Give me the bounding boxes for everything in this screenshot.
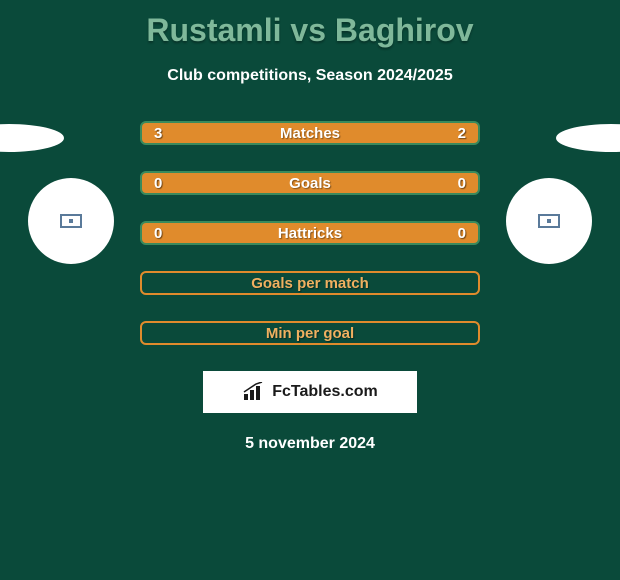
player-badge-left xyxy=(28,178,114,264)
badge-icon xyxy=(538,214,560,228)
stat-row-goals-per-match: Goals per match xyxy=(140,271,480,295)
stat-row-min-per-goal: Min per goal xyxy=(140,321,480,345)
stat-left-value: 3 xyxy=(154,125,162,142)
chart-icon xyxy=(242,382,266,402)
stat-row-hattricks: 0 Hattricks 0 xyxy=(140,221,480,245)
date-text: 5 november 2024 xyxy=(0,435,620,453)
stat-label: Goals per match xyxy=(251,275,369,292)
stat-left-value: 0 xyxy=(154,225,162,242)
page-title: Rustamli vs Baghirov xyxy=(0,0,620,49)
logo-box: FcTables.com xyxy=(203,371,417,413)
stat-label: Hattricks xyxy=(278,225,342,242)
badge-icon xyxy=(60,214,82,228)
player-badge-right xyxy=(506,178,592,264)
stat-label: Goals xyxy=(289,175,331,192)
stat-label: Min per goal xyxy=(266,325,354,342)
stat-left-value: 0 xyxy=(154,175,162,192)
stat-right-value: 0 xyxy=(458,175,466,192)
stat-row-matches: 3 Matches 2 xyxy=(140,121,480,145)
stat-right-value: 2 xyxy=(458,125,466,142)
stat-row-goals: 0 Goals 0 xyxy=(140,171,480,195)
logo-text: FcTables.com xyxy=(272,383,378,401)
stat-label: Matches xyxy=(280,125,340,142)
page-subtitle: Club competitions, Season 2024/2025 xyxy=(0,67,620,85)
stat-right-value: 0 xyxy=(458,225,466,242)
